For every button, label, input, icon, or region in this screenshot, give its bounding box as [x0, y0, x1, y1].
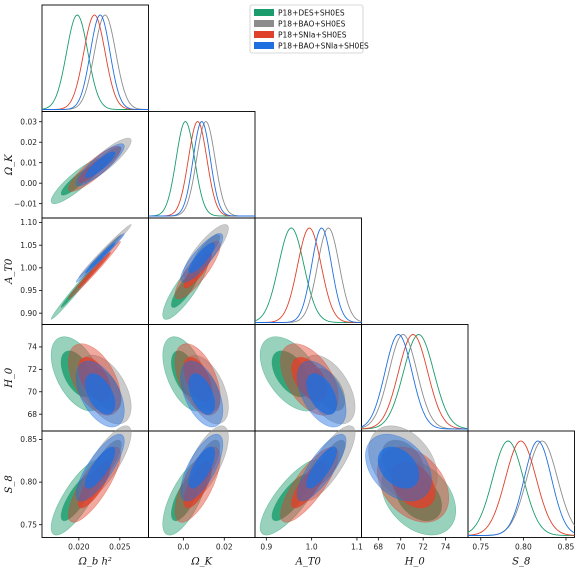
x-axis-label-h0: H_0: [404, 557, 426, 568]
legend-box: [249, 4, 364, 54]
x-tick-label-s8: 0.85: [558, 543, 575, 552]
y-tick-label-at0: 0.95: [20, 286, 37, 295]
y-axis-label-s8: S_8: [4, 475, 15, 493]
marginal-P18+SNIa+SH0ES-s8: [467, 440, 575, 536]
marginal-P18+BAO+SH0ES-s8: [468, 440, 575, 536]
x-axis-label-obh2: Ω_b h²: [78, 557, 112, 568]
panel-frame-4-4: [467, 430, 575, 538]
y-tick-label-h0: 68: [27, 410, 37, 419]
y-tick-label-at0: 0.90: [20, 309, 37, 318]
contour-P18+BAO+SNIa+SH0ES-1sigma-3-2: [306, 373, 338, 415]
legend-swatch-P18+BAO+SH0ES: [254, 20, 274, 27]
y-tick-label-ok: 0.02: [20, 138, 37, 147]
x-tick-label-obh2: 0.020: [68, 543, 90, 552]
y-tick-label-h0: 74: [27, 343, 37, 352]
legend-swatch-P18+DES+SH0ES: [254, 9, 274, 16]
x-tick-label-at0: 0.9: [260, 543, 272, 552]
contour-P18+BAO+SNIa+SH0ES-1sigma-4-0: [84, 446, 116, 489]
y-tick-label-ok: 0.03: [20, 117, 37, 126]
x-axis-label-ok: Ω_K: [190, 557, 212, 568]
y-tick-label-ok: 0.01: [20, 158, 37, 167]
contour-P18+BAO+SNIa+SH0ES-1sigma-1-0: [84, 151, 116, 179]
contour-P18+BAO+SNIa+SH0ES-1sigma-3-0: [84, 373, 116, 415]
marginal-P18+DES+SH0ES-s8: [467, 440, 575, 536]
contour-P18+BAO+SNIa+SH0ES-1sigma-4-3: [377, 446, 420, 489]
marginal-P18+BAO+SH0ES-at0: [255, 227, 362, 323]
marginal-P18+SNIa+SH0ES-ok: [148, 121, 255, 217]
marginal-P18+BAO+SH0ES-obh2: [42, 14, 149, 110]
x-tick-label-h0: 74: [441, 543, 451, 552]
marginal-P18+SNIa+SH0ES-at0: [255, 227, 362, 323]
marginal-P18+DES+SH0ES-at0: [254, 227, 362, 323]
x-tick-label-obh2: 0.025: [109, 543, 131, 552]
y-tick-label-s8: 0.85: [20, 435, 37, 444]
y-axis-label-ok: Ω_K: [4, 154, 15, 176]
y-tick-label-h0: 72: [27, 365, 37, 374]
contour-P18+BAO+SNIa+SH0ES-1sigma-4-2: [306, 446, 338, 489]
marginal-P18+BAO+SNIa+SH0ES-s8: [468, 440, 575, 536]
marginal-P18+DES+SH0ES-obh2: [41, 14, 149, 110]
y-axis-label-at0: A_T0: [4, 258, 15, 285]
marginal-P18+BAO+SH0ES-ok: [148, 121, 255, 217]
legend-swatch-P18+BAO+SNIa+SH0ES: [254, 42, 274, 49]
y-tick-label-ok: −0.01: [14, 199, 37, 208]
contour-P18+BAO+SNIa+SH0ES-1sigma-2-1: [188, 242, 216, 274]
marginal-P18+BAO+SNIa+SH0ES-at0: [255, 227, 362, 323]
x-tick-label-h0: 68: [374, 543, 384, 552]
contour-P18+SNIa+SH0ES-1sigma-2-0: [77, 251, 111, 289]
y-tick-label-s8: 0.80: [20, 478, 37, 487]
y-axis-label-h0: H_0: [4, 367, 15, 389]
legend-label-P18+DES+SH0ES: P18+DES+SH0ES: [278, 9, 345, 18]
panel-frame-1-1: [148, 111, 256, 219]
marginal-P18+SNIa+SH0ES-obh2: [42, 14, 149, 110]
legend-label-P18+BAO+SNIa+SH0ES: P18+BAO+SNIa+SH0ES: [278, 42, 369, 51]
y-tick-label-s8: 0.75: [20, 520, 37, 529]
y-tick-label-at0: 1.10: [20, 218, 37, 227]
x-tick-label-at0: 1.1: [351, 543, 363, 552]
x-tick-label-s8: 0.80: [515, 543, 532, 552]
x-tick-label-s8: 0.75: [472, 543, 489, 552]
contour-P18+BAO+SNIa+SH0ES-1sigma-4-1: [188, 446, 216, 489]
x-tick-label-ok: 0.02: [216, 543, 233, 552]
y-tick-label-at0: 1.05: [20, 241, 37, 250]
marginal-P18+BAO+SNIa+SH0ES-h0: [361, 334, 468, 430]
y-tick-label-at0: 1.00: [20, 263, 37, 272]
x-axis-label-at0: A_T0: [295, 557, 322, 568]
marginal-P18+BAO+SNIa+SH0ES-obh2: [42, 14, 149, 110]
y-tick-label-ok: 0.00: [20, 179, 37, 188]
x-tick-label-h0: 70: [396, 543, 406, 552]
x-axis-label-s8: S_8: [512, 557, 530, 568]
marginal-P18+DES+SH0ES-h0: [361, 334, 469, 430]
marginal-P18+BAO+SNIa+SH0ES-ok: [148, 120, 255, 217]
panel-frame-0-0: [41, 4, 149, 112]
panel-frame-2-2: [254, 217, 362, 325]
legend-label-P18+BAO+SH0ES: P18+BAO+SH0ES: [278, 20, 346, 29]
x-tick-label-h0: 72: [418, 543, 428, 552]
contour-P18+BAO+SNIa+SH0ES-1sigma-3-1: [188, 373, 216, 415]
panel-frame-3-3: [361, 324, 469, 432]
marginal-P18+DES+SH0ES-ok: [148, 121, 255, 217]
x-tick-label-at0: 1.0: [306, 543, 318, 552]
legend-swatch-P18+SNIa+SH0ES: [254, 31, 274, 38]
contour-P18+BAO+SNIa+SH0ES-1sigma-2-0: [84, 242, 116, 274]
legend-label-P18+SNIa+SH0ES: P18+SNIa+SH0ES: [278, 31, 347, 40]
marginal-P18+SNIa+SH0ES-h0: [361, 334, 469, 430]
x-tick-label-ok: 0.0: [177, 543, 189, 552]
y-tick-label-h0: 70: [27, 387, 37, 396]
